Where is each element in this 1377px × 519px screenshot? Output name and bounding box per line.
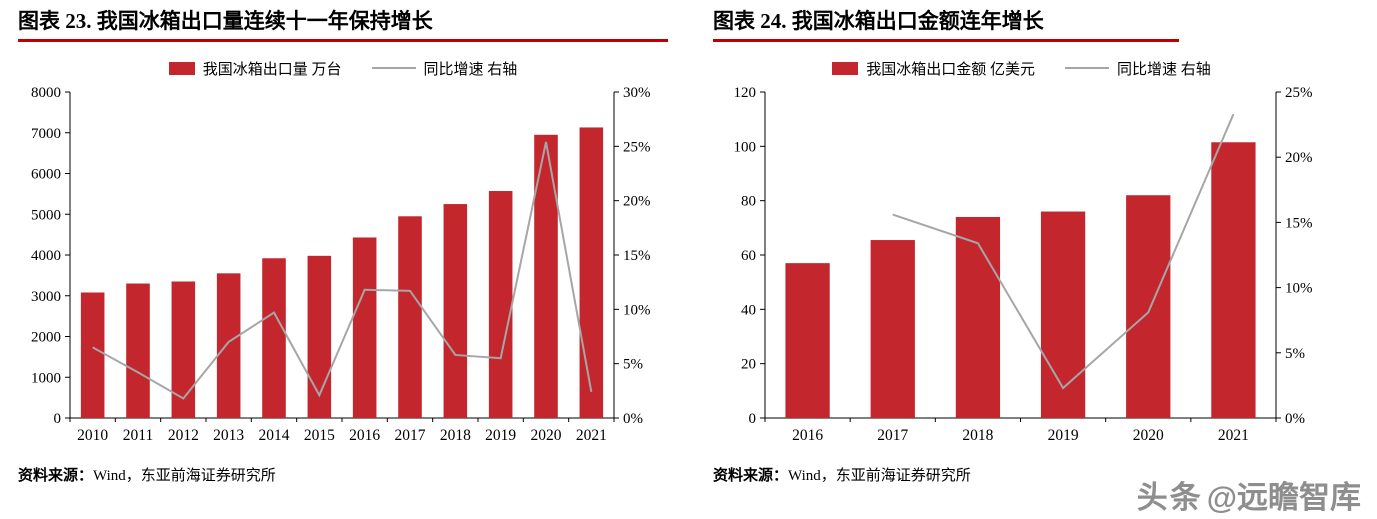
right-axis-label: 25% xyxy=(623,139,651,155)
export-volume-chart: 0 1000 2000 3000 4000 5000 6000 7000 8000 0% 5% 10%… xyxy=(31,85,651,444)
bar xyxy=(1040,211,1086,418)
source-text: Wind，东亚前海证券研究所 xyxy=(93,468,276,484)
right-axis-label: 10% xyxy=(623,302,651,318)
bar xyxy=(398,216,422,418)
bar xyxy=(262,258,286,418)
right-axis-label: 30% xyxy=(623,85,651,101)
chart-legend: 我国冰箱出口量 万台 同比增速 右轴 xyxy=(18,58,668,78)
growth-line xyxy=(92,141,593,400)
bar xyxy=(488,191,513,418)
bar-legend-swatch-icon xyxy=(832,61,859,75)
x-axis-label: 2017 xyxy=(877,427,908,444)
bar xyxy=(1126,195,1171,418)
axes: 0 1000 2000 3000 4000 5000 6000 7000 8000 0% 5% 10%… xyxy=(31,85,651,444)
chart-legend: 我国冰箱出口金额 亿美元 同比增速 右轴 xyxy=(713,58,1330,78)
watermark-handle: @远瞻智库 xyxy=(1206,480,1361,515)
axes: 0 20 40 60 80 100 120 0% 5% 10% 15% 20% 25% 2016 2017 2… xyxy=(734,85,1313,444)
x-axis-label: 2017 xyxy=(395,427,426,444)
left-axis-label: 20 xyxy=(741,357,756,373)
left-axis-label: 60 xyxy=(741,248,756,264)
left-axis-label: 5000 xyxy=(31,207,61,223)
bar-series xyxy=(785,142,1256,418)
source-text: Wind，东亚前海证券研究所 xyxy=(788,468,971,484)
x-axis-label: 2020 xyxy=(531,427,562,444)
right-axis-label: 15% xyxy=(1285,215,1313,231)
left-axis-label: 0 xyxy=(749,411,757,427)
x-axis-label: 2016 xyxy=(792,427,823,444)
x-axis-label: 2012 xyxy=(168,427,199,444)
bar-series xyxy=(80,127,604,418)
x-axis-label: 2021 xyxy=(576,427,607,444)
x-axis-label: 2019 xyxy=(485,427,516,444)
bar xyxy=(216,273,241,418)
bar xyxy=(352,237,377,418)
left-axis-label: 120 xyxy=(734,85,757,101)
bar-legend-swatch-icon xyxy=(168,61,195,75)
right-axis-label: 10% xyxy=(1285,281,1313,297)
right-axis-label: 20% xyxy=(623,194,651,210)
x-axis-label: 2013 xyxy=(213,427,244,444)
left-axis-label: 6000 xyxy=(31,167,61,183)
left-axis-label: 4000 xyxy=(31,248,61,264)
bar xyxy=(955,216,1001,418)
x-axis-label: 2016 xyxy=(349,427,380,444)
right-axis-label: 5% xyxy=(1285,346,1305,362)
left-axis-label: 3000 xyxy=(31,289,61,305)
bar xyxy=(126,283,150,418)
source-label: 资料来源： xyxy=(713,468,789,484)
watermark: 头条 @远瞻智库 xyxy=(1137,472,1361,517)
toutiao-logo: 头条 xyxy=(1136,480,1203,515)
chart-title: 图表 23. 我国冰箱出口量连续十一年保持增长 xyxy=(18,8,668,42)
x-axis-label: 2021 xyxy=(1218,427,1249,444)
export-value-chart: 0 20 40 60 80 100 120 0% 5% 10% 15% 20% 25% 2016 2017 2… xyxy=(734,85,1313,444)
left-axis-label: 80 xyxy=(741,194,756,210)
right-axis-label: 25% xyxy=(1285,85,1313,101)
left-axis-label: 100 xyxy=(734,139,757,155)
bar xyxy=(443,204,468,418)
x-axis-label: 2014 xyxy=(259,427,290,444)
source-note: 资料来源：Wind，东亚前海证券研究所 xyxy=(18,464,668,485)
bar xyxy=(307,255,332,418)
left-axis-label: 40 xyxy=(741,302,756,318)
bar xyxy=(80,292,105,418)
right-axis-label: 20% xyxy=(1285,150,1313,166)
x-axis-label: 2010 xyxy=(77,427,108,444)
report-page: 图表 23. 我国冰箱出口量连续十一年保持增长 我国冰箱出口量 万台 同比增速 … xyxy=(18,8,1330,485)
x-axis-label: 2018 xyxy=(962,427,993,444)
x-axis-label: 2020 xyxy=(1133,427,1164,444)
bar xyxy=(579,127,604,418)
right-axis-label: 5% xyxy=(623,357,643,373)
bar xyxy=(171,281,196,418)
line-legend-swatch-icon xyxy=(371,67,416,69)
line-legend-swatch-icon xyxy=(1065,67,1109,69)
right-axis-label: 15% xyxy=(623,248,651,264)
left-axis-label: 8000 xyxy=(31,85,61,101)
line-legend-label: 同比增速 右轴 xyxy=(1117,61,1211,78)
line-legend-label: 同比增速 右轴 xyxy=(423,61,518,78)
right-axis-label: 0% xyxy=(623,411,643,427)
x-axis-label: 2011 xyxy=(123,427,153,444)
x-axis-label: 2019 xyxy=(1048,427,1079,444)
left-axis-label: 0 xyxy=(54,411,62,427)
bar xyxy=(870,240,915,418)
source-label: 资料来源： xyxy=(18,468,94,484)
left-axis-label: 7000 xyxy=(31,126,61,142)
source-note: 资料来源：Wind，东亚前海证券研究所 xyxy=(713,464,1330,485)
chart-title: 图表 24. 我国冰箱出口金额连年增长 xyxy=(713,8,1179,42)
chart-panel-export-value: 图表 24. 我国冰箱出口金额连年增长 我国冰箱出口金额 亿美元 同比增速 右轴… xyxy=(713,8,1330,485)
x-axis-label: 2015 xyxy=(304,427,335,444)
bar-legend-label: 我国冰箱出口量 万台 xyxy=(202,61,342,78)
x-axis-label: 2018 xyxy=(440,427,471,444)
right-axis-label: 0% xyxy=(1285,411,1305,427)
bar xyxy=(785,263,830,418)
bar-legend-label: 我国冰箱出口金额 亿美元 xyxy=(866,61,1035,78)
bar xyxy=(1211,142,1256,418)
left-axis-label: 2000 xyxy=(31,330,61,346)
bar xyxy=(534,134,558,418)
left-axis-label: 1000 xyxy=(31,370,61,386)
growth-line xyxy=(892,113,1235,390)
chart-panel-export-volume: 图表 23. 我国冰箱出口量连续十一年保持增长 我国冰箱出口量 万台 同比增速 … xyxy=(18,8,668,485)
